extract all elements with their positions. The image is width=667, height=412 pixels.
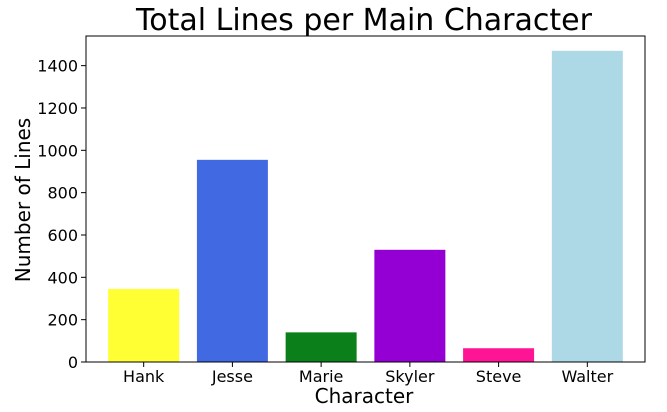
y-tick-label: 1400 <box>37 57 78 76</box>
x-tick-label: Marie <box>299 367 343 386</box>
y-tick-label: 1200 <box>37 99 78 118</box>
plot-frame <box>85 35 646 363</box>
chart-title: Total Lines per Main Character <box>135 3 593 38</box>
bar-jesse <box>196 159 268 362</box>
x-tick-label: Hank <box>123 367 165 386</box>
bars-group <box>108 50 623 363</box>
y-axis-label: Number of Lines <box>11 118 35 282</box>
y-tick-label: 400 <box>47 268 78 287</box>
y-axis-ticks: 0 200 400 600 800 1000 1200 1400 <box>37 57 86 372</box>
x-axis-label: Character <box>315 384 415 408</box>
x-tick-label: Skyler <box>385 367 435 386</box>
bar-skyler <box>374 249 446 362</box>
x-tick-label: Walter <box>561 367 613 386</box>
bar-walter <box>551 50 623 363</box>
y-tick-label: 200 <box>47 311 78 330</box>
x-axis-ticks: Hank Jesse Marie Skyler Steve Walter <box>123 362 614 386</box>
y-tick-label: 0 <box>68 353 78 372</box>
x-tick-label: Steve <box>476 367 522 386</box>
x-tick-label: Jesse <box>211 367 253 386</box>
bar-marie <box>285 332 357 362</box>
bar-hank <box>108 288 180 362</box>
y-tick-label: 1000 <box>37 141 78 160</box>
y-tick-label: 800 <box>47 184 78 203</box>
y-tick-label: 600 <box>47 226 78 245</box>
bar-steve <box>463 348 535 362</box>
